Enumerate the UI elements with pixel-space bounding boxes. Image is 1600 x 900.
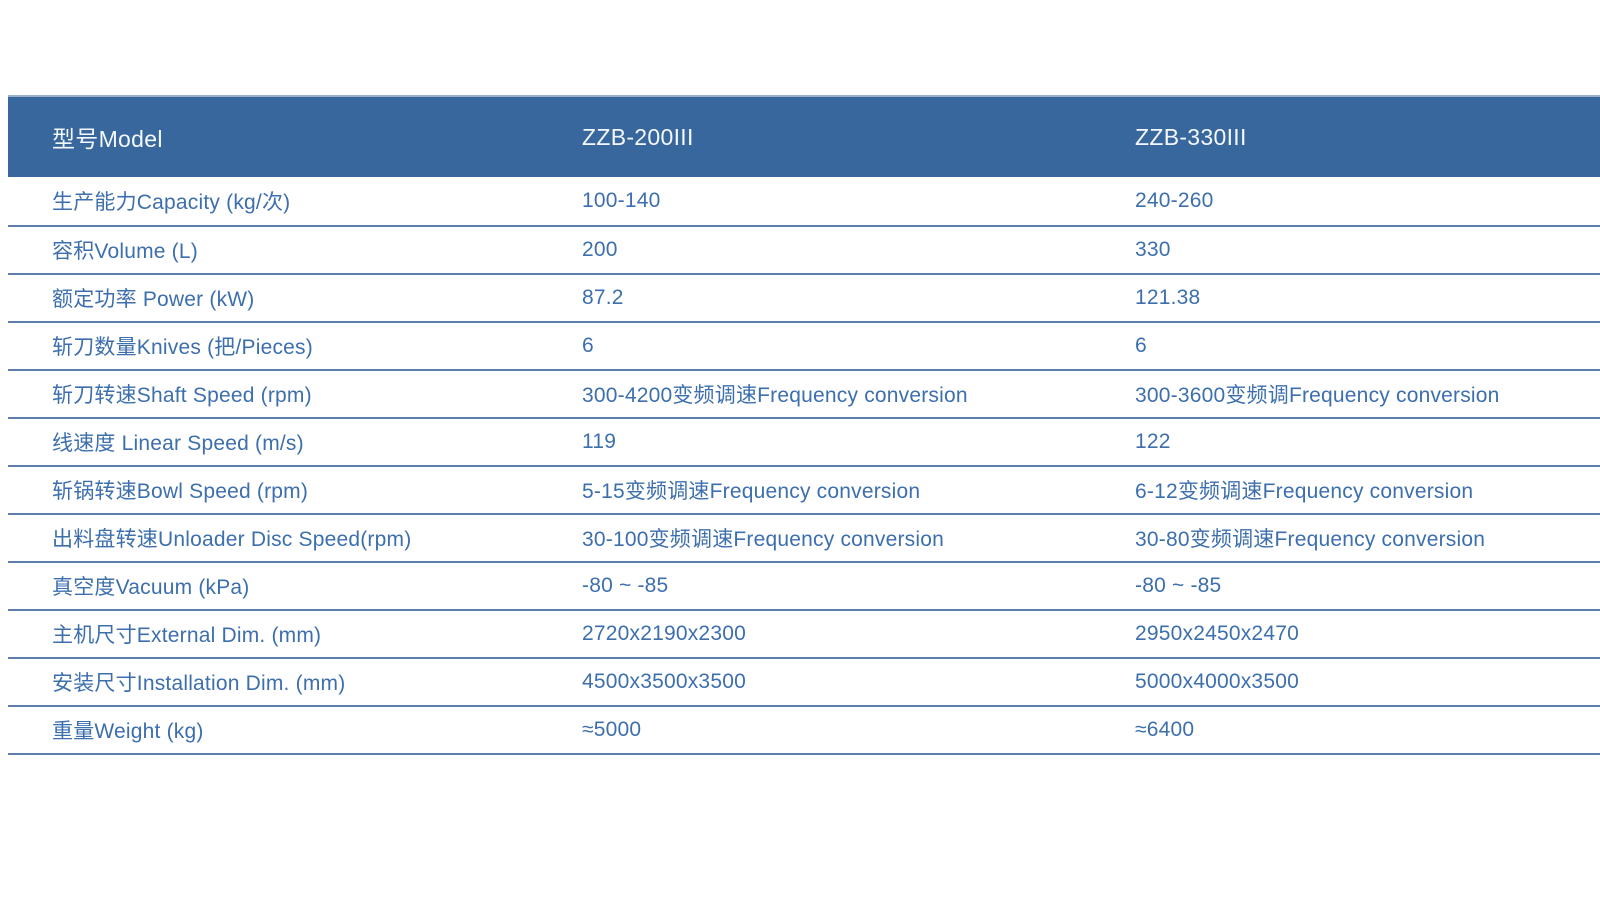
row-value-zzb330: 240-260 xyxy=(1135,189,1214,212)
row-value-zzb330: 30-80变频调速Frequency conversion xyxy=(1135,528,1486,551)
row-value-zzb200: 87.2 xyxy=(582,286,624,309)
table-row: 容积Volume (L) 200 330 xyxy=(8,227,1600,275)
row-label: 线速度 Linear Speed (m/s) xyxy=(52,432,304,455)
row-label: 容积Volume (L) xyxy=(52,240,198,263)
row-value-zzb330: 122 xyxy=(1135,430,1171,453)
row-value-zzb200: 100-140 xyxy=(582,189,661,212)
table-row: 出料盘转速Unloader Disc Speed(rpm) 30-100变频调速… xyxy=(8,515,1600,563)
row-label: 生产能力Capacity (kg/次) xyxy=(52,191,291,214)
spec-table: 型号Model ZZB-200III ZZB-330III 生产能力Capaci… xyxy=(8,95,1600,755)
table-row: 线速度 Linear Speed (m/s) 119 122 xyxy=(8,419,1600,467)
row-value-zzb200: 200 xyxy=(582,238,618,261)
row-value-zzb200: 5-15变频调速Frequency conversion xyxy=(582,480,921,503)
row-label: 斩锅转速Bowl Speed (rpm) xyxy=(52,480,309,503)
row-value-zzb330: 300-3600变频调Frequency conversion xyxy=(1135,384,1500,407)
row-value-zzb330: ≈6400 xyxy=(1135,718,1195,741)
table-body: 生产能力Capacity (kg/次) 100-140 240-260 容积Vo… xyxy=(8,177,1600,755)
row-label: 斩刀数量Knives (把/Pieces) xyxy=(52,336,313,359)
table-header-row: 型号Model ZZB-200III ZZB-330III xyxy=(8,95,1600,177)
row-label: 真空度Vacuum (kPa) xyxy=(52,576,250,599)
row-value-zzb200: 30-100变频调速Frequency conversion xyxy=(582,528,944,551)
row-value-zzb200: 2720x2190x2300 xyxy=(582,622,746,645)
table-row: 安装尺寸Installation Dim. (mm) 4500x3500x350… xyxy=(8,659,1600,707)
row-value-zzb330: 6-12变频调速Frequency conversion xyxy=(1135,480,1474,503)
row-value-zzb330: 2950x2450x2470 xyxy=(1135,622,1299,645)
row-value-zzb330: 330 xyxy=(1135,238,1171,261)
row-value-zzb200: 6 xyxy=(582,334,594,357)
table-row: 斩锅转速Bowl Speed (rpm) 5-15变频调速Frequency c… xyxy=(8,467,1600,515)
row-label: 斩刀转速Shaft Speed (rpm) xyxy=(52,384,312,407)
row-value-zzb200: 119 xyxy=(582,430,617,453)
table-row: 主机尺寸External Dim. (mm) 2720x2190x2300 29… xyxy=(8,611,1600,659)
header-col-zzb200: ZZB-200III xyxy=(582,123,694,150)
row-label: 额定功率 Power (kW) xyxy=(52,288,255,311)
row-label: 主机尺寸External Dim. (mm) xyxy=(52,624,322,647)
row-value-zzb200: 300-4200变频调速Frequency conversion xyxy=(582,384,968,407)
row-label: 安装尺寸Installation Dim. (mm) xyxy=(52,672,346,695)
table-row: 重量Weight (kg) ≈5000 ≈6400 xyxy=(8,707,1600,755)
row-value-zzb330: 121.38 xyxy=(1135,286,1201,309)
table-row: 斩刀转速Shaft Speed (rpm) 300-4200变频调速Freque… xyxy=(8,371,1600,419)
table-row: 额定功率 Power (kW) 87.2 121.38 xyxy=(8,275,1600,323)
row-value-zzb330: -80 ~ -85 xyxy=(1135,574,1222,597)
row-value-zzb330: 5000x4000x3500 xyxy=(1135,670,1299,693)
row-label: 出料盘转速Unloader Disc Speed(rpm) xyxy=(52,528,412,551)
row-value-zzb200: 4500x3500x3500 xyxy=(582,670,746,693)
row-label: 重量Weight (kg) xyxy=(52,720,204,743)
table-row: 斩刀数量Knives (把/Pieces) 6 6 xyxy=(8,323,1600,371)
row-value-zzb330: 6 xyxy=(1135,334,1147,357)
table-row: 生产能力Capacity (kg/次) 100-140 240-260 xyxy=(8,177,1600,227)
row-value-zzb200: ≈5000 xyxy=(582,718,642,741)
row-value-zzb200: -80 ~ -85 xyxy=(582,574,669,597)
header-model-label: 型号Model xyxy=(52,126,163,152)
header-col-zzb330: ZZB-330III xyxy=(1135,123,1247,150)
table-row: 真空度Vacuum (kPa) -80 ~ -85 -80 ~ -85 xyxy=(8,563,1600,611)
